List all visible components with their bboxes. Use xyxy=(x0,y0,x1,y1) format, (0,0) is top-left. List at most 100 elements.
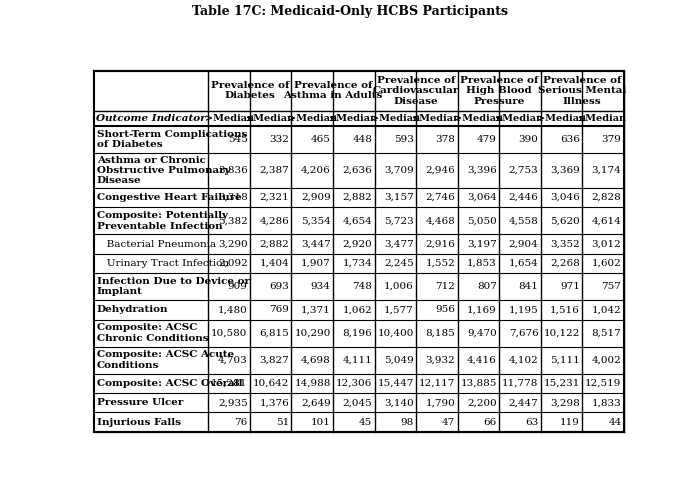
Text: 3,174: 3,174 xyxy=(592,166,622,175)
Text: 1,376: 1,376 xyxy=(260,398,289,407)
Text: 3,012: 3,012 xyxy=(592,240,622,248)
Text: 3,157: 3,157 xyxy=(384,193,414,202)
Text: 12,519: 12,519 xyxy=(585,379,622,388)
Text: 3,290: 3,290 xyxy=(218,240,248,248)
Text: 593: 593 xyxy=(394,135,414,144)
Text: Short-Term Complications
of Diabetes: Short-Term Complications of Diabetes xyxy=(97,130,247,149)
Text: Composite: ACSC Acute
Conditions: Composite: ACSC Acute Conditions xyxy=(97,350,234,370)
Text: >Median: >Median xyxy=(288,114,337,123)
Text: 2,882: 2,882 xyxy=(260,240,289,248)
Text: 545: 545 xyxy=(228,135,248,144)
Text: 1,577: 1,577 xyxy=(384,306,414,314)
Text: 76: 76 xyxy=(234,418,248,427)
Text: 11,778: 11,778 xyxy=(502,379,538,388)
Text: 1,907: 1,907 xyxy=(301,259,330,268)
Text: ≤Median: ≤Median xyxy=(329,114,379,123)
Text: 934: 934 xyxy=(311,282,330,291)
Text: 2,245: 2,245 xyxy=(384,259,414,268)
Text: 1,853: 1,853 xyxy=(467,259,497,268)
Text: 3,298: 3,298 xyxy=(550,398,580,407)
Text: 8,185: 8,185 xyxy=(426,329,455,338)
Text: 2,387: 2,387 xyxy=(260,166,289,175)
Text: Dehydration: Dehydration xyxy=(97,306,168,314)
Text: 4,206: 4,206 xyxy=(301,166,330,175)
Text: 10,580: 10,580 xyxy=(211,329,248,338)
Text: 2,268: 2,268 xyxy=(550,259,580,268)
Text: 5,354: 5,354 xyxy=(301,216,330,225)
Text: 10,400: 10,400 xyxy=(377,329,414,338)
Text: 1,654: 1,654 xyxy=(509,259,538,268)
Text: 3,352: 3,352 xyxy=(550,240,580,248)
Text: 12,306: 12,306 xyxy=(336,379,372,388)
Text: 712: 712 xyxy=(435,282,455,291)
Text: 1,006: 1,006 xyxy=(384,282,414,291)
Text: 841: 841 xyxy=(519,282,538,291)
Text: 4,111: 4,111 xyxy=(342,356,372,365)
Text: Pressure Ulcer: Pressure Ulcer xyxy=(97,398,183,407)
Text: 1,790: 1,790 xyxy=(426,398,455,407)
Text: >Median: >Median xyxy=(371,114,420,123)
Text: 3,447: 3,447 xyxy=(301,240,330,248)
Text: 1,062: 1,062 xyxy=(342,306,372,314)
Text: 3,477: 3,477 xyxy=(384,240,414,248)
Text: 3,709: 3,709 xyxy=(384,166,414,175)
Text: >Median: >Median xyxy=(454,114,503,123)
Text: 2,946: 2,946 xyxy=(426,166,455,175)
Text: 748: 748 xyxy=(352,282,372,291)
Text: 636: 636 xyxy=(560,135,580,144)
Text: 1,480: 1,480 xyxy=(218,306,248,314)
Text: Prevalence of
Cardiovascular
Disease: Prevalence of Cardiovascular Disease xyxy=(373,76,459,105)
Text: 1,602: 1,602 xyxy=(592,259,622,268)
Text: Prevalence of
High Blood
Pressure: Prevalence of High Blood Pressure xyxy=(460,76,538,105)
Text: ≤Median: ≤Median xyxy=(496,114,545,123)
Text: 10,290: 10,290 xyxy=(294,329,330,338)
Text: 378: 378 xyxy=(435,135,455,144)
Text: 2,935: 2,935 xyxy=(218,398,248,407)
Text: 2,446: 2,446 xyxy=(509,193,538,202)
Text: Asthma or Chronic
Obstructive Pulmonary
Disease: Asthma or Chronic Obstructive Pulmonary … xyxy=(97,155,230,185)
Text: 4,703: 4,703 xyxy=(218,356,248,365)
Text: 98: 98 xyxy=(400,418,414,427)
Text: Composite: ACSC Overall: Composite: ACSC Overall xyxy=(97,379,242,388)
Text: 1,552: 1,552 xyxy=(426,259,455,268)
Text: 2,753: 2,753 xyxy=(509,166,538,175)
Text: Prevalence of
Asthma in Adults: Prevalence of Asthma in Adults xyxy=(284,81,383,100)
Text: 15,281: 15,281 xyxy=(211,379,248,388)
Text: 2,920: 2,920 xyxy=(342,240,372,248)
Text: 2,909: 2,909 xyxy=(301,193,330,202)
Text: 769: 769 xyxy=(270,306,289,314)
Text: Infection Due to Device or
Implant: Infection Due to Device or Implant xyxy=(97,277,250,296)
Text: 10,122: 10,122 xyxy=(544,329,580,338)
Text: 909: 909 xyxy=(228,282,248,291)
Text: >Median: >Median xyxy=(537,114,586,123)
Text: 14,988: 14,988 xyxy=(294,379,330,388)
Text: Injurious Falls: Injurious Falls xyxy=(97,418,181,427)
Text: 4,698: 4,698 xyxy=(301,356,330,365)
Text: 1,169: 1,169 xyxy=(467,306,497,314)
Text: 4,102: 4,102 xyxy=(509,356,538,365)
Text: 9,470: 9,470 xyxy=(467,329,497,338)
Text: 1,833: 1,833 xyxy=(592,398,622,407)
Text: 2,092: 2,092 xyxy=(218,259,248,268)
Text: 1,516: 1,516 xyxy=(550,306,580,314)
Text: 4,002: 4,002 xyxy=(592,356,622,365)
Text: 47: 47 xyxy=(442,418,455,427)
Text: 2,636: 2,636 xyxy=(342,166,372,175)
Text: 2,447: 2,447 xyxy=(509,398,538,407)
Text: Bacterial Pneumonia: Bacterial Pneumonia xyxy=(97,240,216,248)
Text: ≤Median: ≤Median xyxy=(412,114,461,123)
Text: 4,286: 4,286 xyxy=(260,216,289,225)
Text: 5,382: 5,382 xyxy=(218,216,248,225)
Text: Urinary Tract Infection: Urinary Tract Infection xyxy=(97,259,229,268)
Text: 6,815: 6,815 xyxy=(260,329,289,338)
Text: 757: 757 xyxy=(601,282,622,291)
Text: 13,885: 13,885 xyxy=(461,379,497,388)
Text: 4,416: 4,416 xyxy=(467,356,497,365)
Text: 5,111: 5,111 xyxy=(550,356,580,365)
Text: 15,231: 15,231 xyxy=(544,379,580,388)
Text: ≤Median: ≤Median xyxy=(578,114,628,123)
Text: 12,117: 12,117 xyxy=(419,379,455,388)
Text: 4,558: 4,558 xyxy=(509,216,538,225)
Text: 1,195: 1,195 xyxy=(509,306,538,314)
Text: 15,447: 15,447 xyxy=(377,379,414,388)
